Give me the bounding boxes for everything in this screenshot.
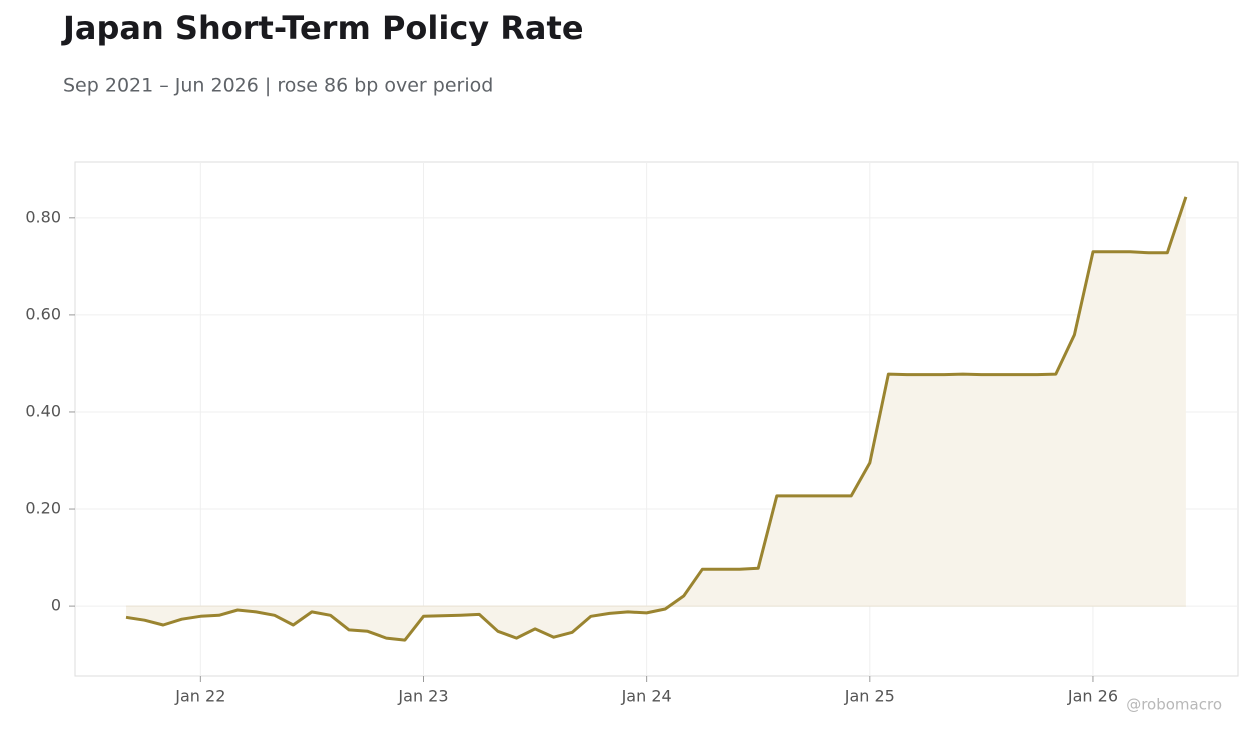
line — [125, 196, 1188, 642]
x-tick-label: Jan 24 — [621, 687, 672, 706]
watermark: @robomacro — [1126, 696, 1222, 714]
x-tick-label: Jan 26 — [1067, 687, 1118, 706]
y-tick-label: 0 — [51, 596, 61, 615]
chart-subtitle: Sep 2021 – Jun 2026 | rose 86 bp over pe… — [63, 75, 493, 97]
y-tick-label: 0.40 — [25, 401, 61, 420]
x-tick-label: Jan 23 — [397, 687, 448, 706]
plot-frame — [74, 161, 1239, 677]
area — [126, 196, 1186, 641]
y-tick-label: 0.20 — [25, 499, 61, 518]
x-tick-label: Jan 22 — [174, 687, 225, 706]
x-tick-label: Jan 25 — [844, 687, 895, 706]
y-tick-label: 0.60 — [25, 304, 61, 323]
y-tick-label: 0.80 — [25, 207, 61, 226]
chart-title: Japan Short-Term Policy Rate — [61, 9, 584, 47]
